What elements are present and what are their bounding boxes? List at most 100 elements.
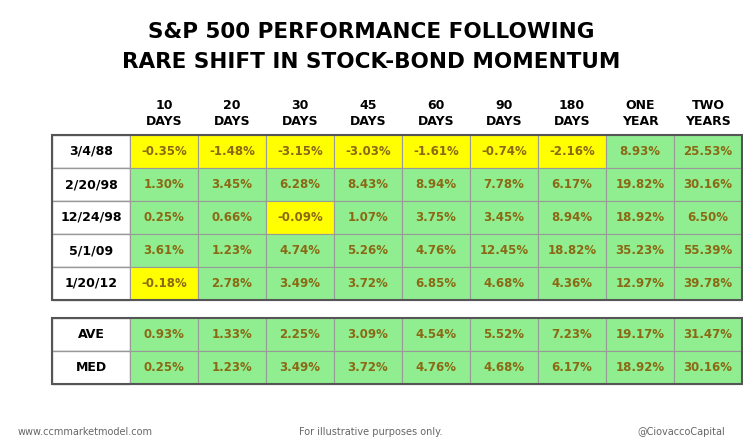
- Text: 4.76%: 4.76%: [415, 361, 456, 374]
- Text: 3.75%: 3.75%: [415, 211, 456, 224]
- Text: 3.72%: 3.72%: [348, 277, 389, 290]
- Bar: [674, 267, 742, 300]
- Text: 8.43%: 8.43%: [348, 178, 389, 191]
- Bar: [52, 318, 130, 351]
- Bar: [470, 201, 538, 234]
- Text: RARE SHIFT IN STOCK-BOND MOMENTUM: RARE SHIFT IN STOCK-BOND MOMENTUM: [122, 52, 620, 72]
- Text: 7.23%: 7.23%: [551, 328, 592, 341]
- Text: 6.28%: 6.28%: [279, 178, 320, 191]
- Bar: [674, 168, 742, 201]
- Bar: [606, 234, 674, 267]
- Bar: [198, 267, 266, 300]
- Text: 6.17%: 6.17%: [551, 361, 592, 374]
- Text: 2.25%: 2.25%: [279, 328, 320, 341]
- Text: 1.30%: 1.30%: [143, 178, 184, 191]
- Text: 2/20/98: 2/20/98: [65, 178, 117, 191]
- Bar: [538, 135, 606, 168]
- Bar: [198, 318, 266, 351]
- Bar: [402, 135, 470, 168]
- Bar: [470, 234, 538, 267]
- Bar: [538, 201, 606, 234]
- Bar: [402, 267, 470, 300]
- Text: 30: 30: [291, 99, 308, 112]
- Bar: [470, 267, 538, 300]
- Bar: [470, 351, 538, 384]
- Text: 18.82%: 18.82%: [548, 244, 597, 257]
- Text: 18.92%: 18.92%: [615, 361, 664, 374]
- Text: 5.26%: 5.26%: [348, 244, 389, 257]
- Bar: [606, 201, 674, 234]
- Text: -0.09%: -0.09%: [277, 211, 323, 224]
- Text: 60: 60: [427, 99, 445, 112]
- Bar: [266, 318, 334, 351]
- Text: 19.17%: 19.17%: [615, 328, 664, 341]
- Bar: [402, 318, 470, 351]
- Text: YEARS: YEARS: [685, 115, 731, 128]
- Text: 12.97%: 12.97%: [615, 277, 664, 290]
- Text: DAYS: DAYS: [146, 115, 182, 128]
- Text: 45: 45: [360, 99, 377, 112]
- Bar: [674, 201, 742, 234]
- Text: YEAR: YEAR: [622, 115, 658, 128]
- Bar: [470, 135, 538, 168]
- Text: 31.47%: 31.47%: [684, 328, 733, 341]
- Bar: [606, 351, 674, 384]
- Text: -3.15%: -3.15%: [277, 145, 323, 158]
- Bar: [606, 135, 674, 168]
- Text: 0.25%: 0.25%: [143, 211, 184, 224]
- Bar: [538, 168, 606, 201]
- Text: 0.93%: 0.93%: [143, 328, 184, 341]
- Text: 1.23%: 1.23%: [212, 361, 253, 374]
- Bar: [266, 351, 334, 384]
- Text: 6.50%: 6.50%: [687, 211, 728, 224]
- Text: 1.33%: 1.33%: [212, 328, 253, 341]
- Bar: [52, 168, 130, 201]
- Bar: [402, 351, 470, 384]
- Text: 4.36%: 4.36%: [551, 277, 592, 290]
- Text: 19.82%: 19.82%: [615, 178, 664, 191]
- Bar: [470, 168, 538, 201]
- Text: 35.23%: 35.23%: [615, 244, 664, 257]
- Bar: [130, 201, 198, 234]
- Text: 8.94%: 8.94%: [551, 211, 593, 224]
- Text: 180: 180: [559, 99, 585, 112]
- Bar: [198, 168, 266, 201]
- Text: DAYS: DAYS: [486, 115, 522, 128]
- Text: 18.92%: 18.92%: [615, 211, 664, 224]
- Bar: [52, 351, 130, 384]
- Text: 3.09%: 3.09%: [348, 328, 389, 341]
- Bar: [606, 168, 674, 201]
- Text: -1.61%: -1.61%: [413, 145, 459, 158]
- Text: 3.61%: 3.61%: [143, 244, 184, 257]
- Bar: [402, 234, 470, 267]
- Text: -2.16%: -2.16%: [549, 145, 595, 158]
- Bar: [130, 351, 198, 384]
- Text: 1.07%: 1.07%: [348, 211, 389, 224]
- Text: 1/20/12: 1/20/12: [65, 277, 117, 290]
- Bar: [266, 135, 334, 168]
- Bar: [130, 234, 198, 267]
- Bar: [198, 234, 266, 267]
- Bar: [538, 351, 606, 384]
- Bar: [52, 201, 130, 234]
- Bar: [538, 267, 606, 300]
- Text: www.ccmmarketmodel.com: www.ccmmarketmodel.com: [18, 427, 153, 437]
- Text: 3.49%: 3.49%: [279, 361, 320, 374]
- Text: 20: 20: [223, 99, 241, 112]
- Bar: [402, 201, 470, 234]
- Text: 30.16%: 30.16%: [684, 178, 733, 191]
- Bar: [198, 351, 266, 384]
- Bar: [266, 168, 334, 201]
- Text: TWO: TWO: [692, 99, 724, 112]
- Bar: [674, 234, 742, 267]
- Text: For illustrative purposes only.: For illustrative purposes only.: [299, 427, 443, 437]
- Text: 7.78%: 7.78%: [484, 178, 525, 191]
- Text: 5.52%: 5.52%: [484, 328, 525, 341]
- Text: DAYS: DAYS: [214, 115, 250, 128]
- Text: 55.39%: 55.39%: [684, 244, 733, 257]
- Text: S&P 500 PERFORMANCE FOLLOWING: S&P 500 PERFORMANCE FOLLOWING: [148, 22, 594, 42]
- Bar: [198, 201, 266, 234]
- Text: -3.03%: -3.03%: [345, 145, 391, 158]
- Bar: [130, 168, 198, 201]
- Text: DAYS: DAYS: [418, 115, 454, 128]
